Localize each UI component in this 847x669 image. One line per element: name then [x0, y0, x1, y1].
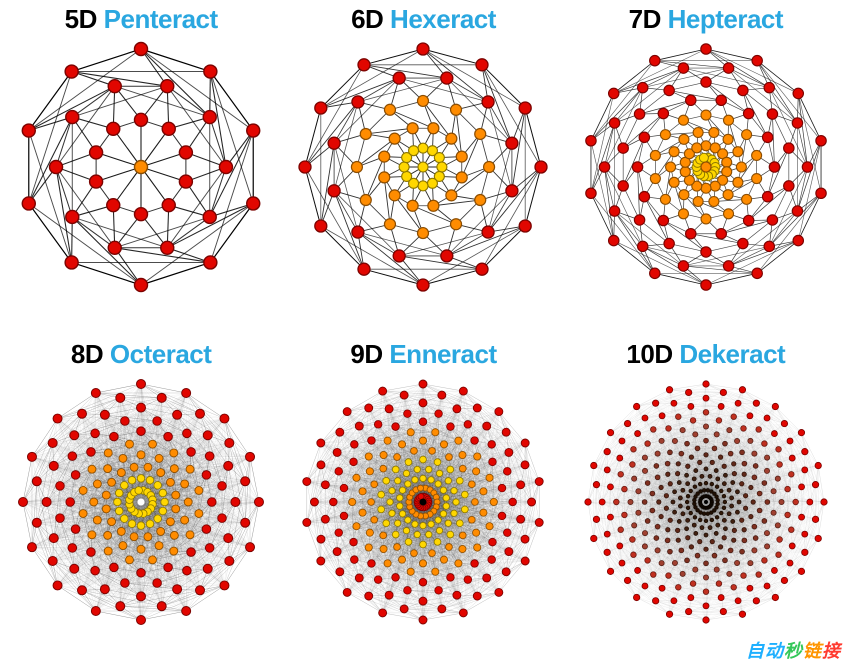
name-label: Dekeract	[679, 339, 785, 369]
figure-hepteract	[576, 37, 836, 297]
dim-label: 5D	[65, 4, 97, 34]
figure-penteract	[11, 37, 271, 297]
cell-10d: 10D Dekeract	[565, 335, 847, 669]
cell-8d: 8D Octeract	[0, 335, 282, 669]
figure-octeract	[11, 372, 271, 632]
cell-7d: 7D Hepteract	[565, 0, 847, 335]
title-8d: 8D Octeract	[71, 339, 211, 370]
cell-5d: 5D Penteract	[0, 0, 282, 335]
title-5d: 5D Penteract	[65, 4, 218, 35]
title-10d: 10D Dekeract	[626, 339, 785, 370]
dim-label: 6D	[351, 4, 383, 34]
dim-label: 8D	[71, 339, 103, 369]
title-7d: 7D Hepteract	[629, 4, 783, 35]
name-label: Penteract	[104, 4, 218, 34]
title-9d: 9D Enneract	[350, 339, 496, 370]
figure-enneract	[293, 372, 553, 632]
cell-6d: 6D Hexeract	[282, 0, 564, 335]
dim-label: 10D	[626, 339, 672, 369]
figure-dekeract	[576, 372, 836, 632]
name-label: Octeract	[110, 339, 212, 369]
hypercube-grid: 5D Penteract 6D Hexeract 7D Hepteract 8D…	[0, 0, 847, 669]
cell-9d: 9D Enneract	[282, 335, 564, 669]
title-6d: 6D Hexeract	[351, 4, 496, 35]
figure-hexeract	[293, 37, 553, 297]
name-label: Hexeract	[390, 4, 496, 34]
name-label: Enneract	[389, 339, 496, 369]
name-label: Hepteract	[668, 4, 783, 34]
dim-label: 7D	[629, 4, 661, 34]
dim-label: 9D	[350, 339, 382, 369]
